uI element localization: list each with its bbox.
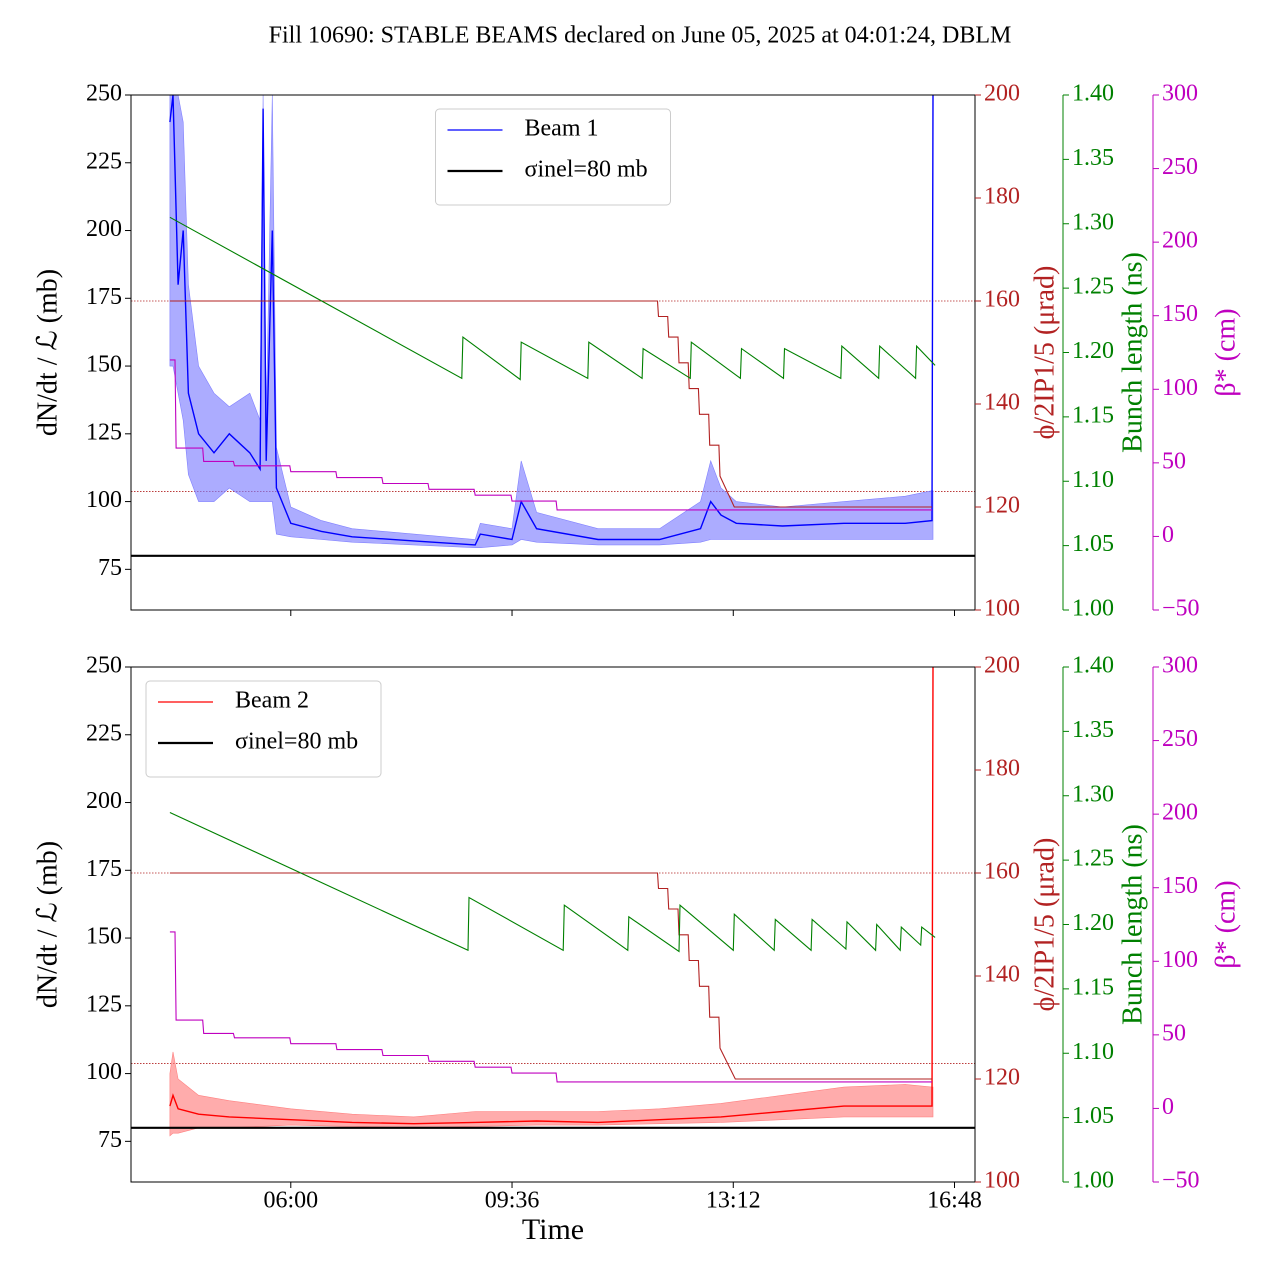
- y-tick-label: 50: [1162, 448, 1186, 474]
- axis-label: Bunch length (ns): [1117, 252, 1148, 453]
- y-tick-label: 140: [984, 962, 1020, 988]
- y-tick-label: 1.40: [1072, 653, 1114, 679]
- y-tick-label: 200: [1162, 800, 1198, 826]
- axis-label: ϕ/2IP1/5 (μrad): [1029, 266, 1060, 440]
- x-tick-label: 13:12: [706, 1188, 761, 1214]
- y-tick-label: 180: [984, 184, 1020, 210]
- y-tick-label: −50: [1162, 1168, 1200, 1194]
- y-tick-label: 140: [984, 390, 1020, 416]
- series-line: [169, 667, 934, 1125]
- y-tick-label: 0: [1162, 1094, 1174, 1120]
- y-tick-label: 75: [98, 1127, 122, 1153]
- series-line: [169, 300, 932, 508]
- y-tick-label: 1.30: [1072, 781, 1114, 807]
- y-tick-label: 1.35: [1072, 717, 1114, 743]
- axis-label: dN/dt / ℒ (mb): [32, 841, 63, 1008]
- y-tick-label: 1.15: [1072, 974, 1114, 1000]
- series-line: [169, 359, 932, 511]
- y-tick-label: 150: [1162, 873, 1198, 899]
- y-tick-label: 100: [1162, 375, 1198, 401]
- y-tick-label: 175: [86, 856, 122, 882]
- y-tick-label: 1.15: [1072, 402, 1114, 428]
- y-tick-label: 200: [86, 216, 122, 242]
- chart-title: Fill 10690: STABLE BEAMS declared on Jun…: [269, 23, 1012, 49]
- y-tick-label: 0: [1162, 522, 1174, 548]
- y-tick-label: 250: [86, 81, 122, 107]
- y-tick-label: 100: [984, 596, 1020, 622]
- y-tick-label: 250: [86, 653, 122, 679]
- y-tick-label: 125: [86, 991, 122, 1017]
- y-tick-label: 300: [1162, 81, 1198, 107]
- y-tick-label: 1.10: [1072, 1039, 1114, 1065]
- y-tick-label: 1.00: [1072, 1168, 1114, 1194]
- y-tick-label: 175: [86, 284, 122, 310]
- legend-label: Beam 2: [235, 688, 309, 714]
- y-tick-label: 200: [1162, 228, 1198, 254]
- axis-label: β* (cm): [1210, 880, 1241, 968]
- y-tick-label: 160: [984, 859, 1020, 885]
- legend-label: σinel=80 mb: [235, 729, 358, 755]
- y-tick-label: 160: [984, 287, 1020, 313]
- series-line: [169, 216, 936, 381]
- y-tick-label: 120: [984, 493, 1020, 519]
- y-tick-label: 1.05: [1072, 1103, 1114, 1129]
- band: [169, 95, 934, 548]
- x-tick-label: 09:36: [485, 1188, 540, 1214]
- y-tick-label: 100: [984, 1168, 1020, 1194]
- series-line: [169, 931, 932, 1083]
- x-tick-label: 16:48: [927, 1188, 982, 1214]
- y-tick-label: 200: [86, 788, 122, 814]
- x-axis-label: Time: [522, 1213, 584, 1246]
- x-tick-label: 06:00: [263, 1188, 318, 1214]
- y-tick-label: 200: [984, 653, 1020, 679]
- y-tick-label: 1.00: [1072, 596, 1114, 622]
- y-tick-label: 150: [86, 352, 122, 378]
- y-tick-label: 225: [86, 720, 122, 746]
- y-tick-label: 100: [86, 1059, 122, 1085]
- y-tick-label: 300: [1162, 653, 1198, 679]
- y-tick-label: 225: [86, 148, 122, 174]
- y-tick-label: 1.20: [1072, 910, 1114, 936]
- axis-label: dN/dt / ℒ (mb): [32, 269, 63, 436]
- y-tick-label: 1.25: [1072, 846, 1114, 872]
- series-line: [169, 95, 934, 546]
- y-tick-label: 100: [1162, 947, 1198, 973]
- series-line: [169, 872, 932, 1080]
- axis-label: Bunch length (ns): [1117, 824, 1148, 1025]
- y-tick-label: 100: [86, 487, 122, 513]
- y-tick-label: 150: [86, 924, 122, 950]
- y-tick-label: 120: [984, 1065, 1020, 1091]
- y-tick-label: 1.10: [1072, 467, 1114, 493]
- legend-label: Beam 1: [525, 116, 599, 142]
- plot-frame: [130, 94, 976, 611]
- legend-box: [145, 680, 382, 778]
- y-tick-label: 1.25: [1072, 274, 1114, 300]
- y-tick-label: 1.20: [1072, 338, 1114, 364]
- y-tick-label: 200: [984, 81, 1020, 107]
- y-tick-label: 250: [1162, 154, 1198, 180]
- y-tick-label: 50: [1162, 1020, 1186, 1046]
- y-tick-label: 1.35: [1072, 145, 1114, 171]
- y-tick-label: 150: [1162, 301, 1198, 327]
- y-tick-label: 125: [86, 419, 122, 445]
- y-tick-label: 1.30: [1072, 209, 1114, 235]
- band: [169, 1051, 934, 1137]
- y-tick-label: 75: [98, 555, 122, 581]
- y-tick-label: 1.05: [1072, 531, 1114, 557]
- y-tick-label: 180: [984, 756, 1020, 782]
- axis-label: β* (cm): [1210, 308, 1241, 396]
- plot-frame: [130, 666, 976, 1183]
- y-tick-label: 1.40: [1072, 81, 1114, 107]
- axis-label: ϕ/2IP1/5 (μrad): [1029, 838, 1060, 1012]
- y-tick-label: −50: [1162, 596, 1200, 622]
- legend-label: σinel=80 mb: [525, 157, 648, 183]
- series-line: [169, 812, 936, 953]
- legend-box: [435, 108, 671, 206]
- y-tick-label: 250: [1162, 726, 1198, 752]
